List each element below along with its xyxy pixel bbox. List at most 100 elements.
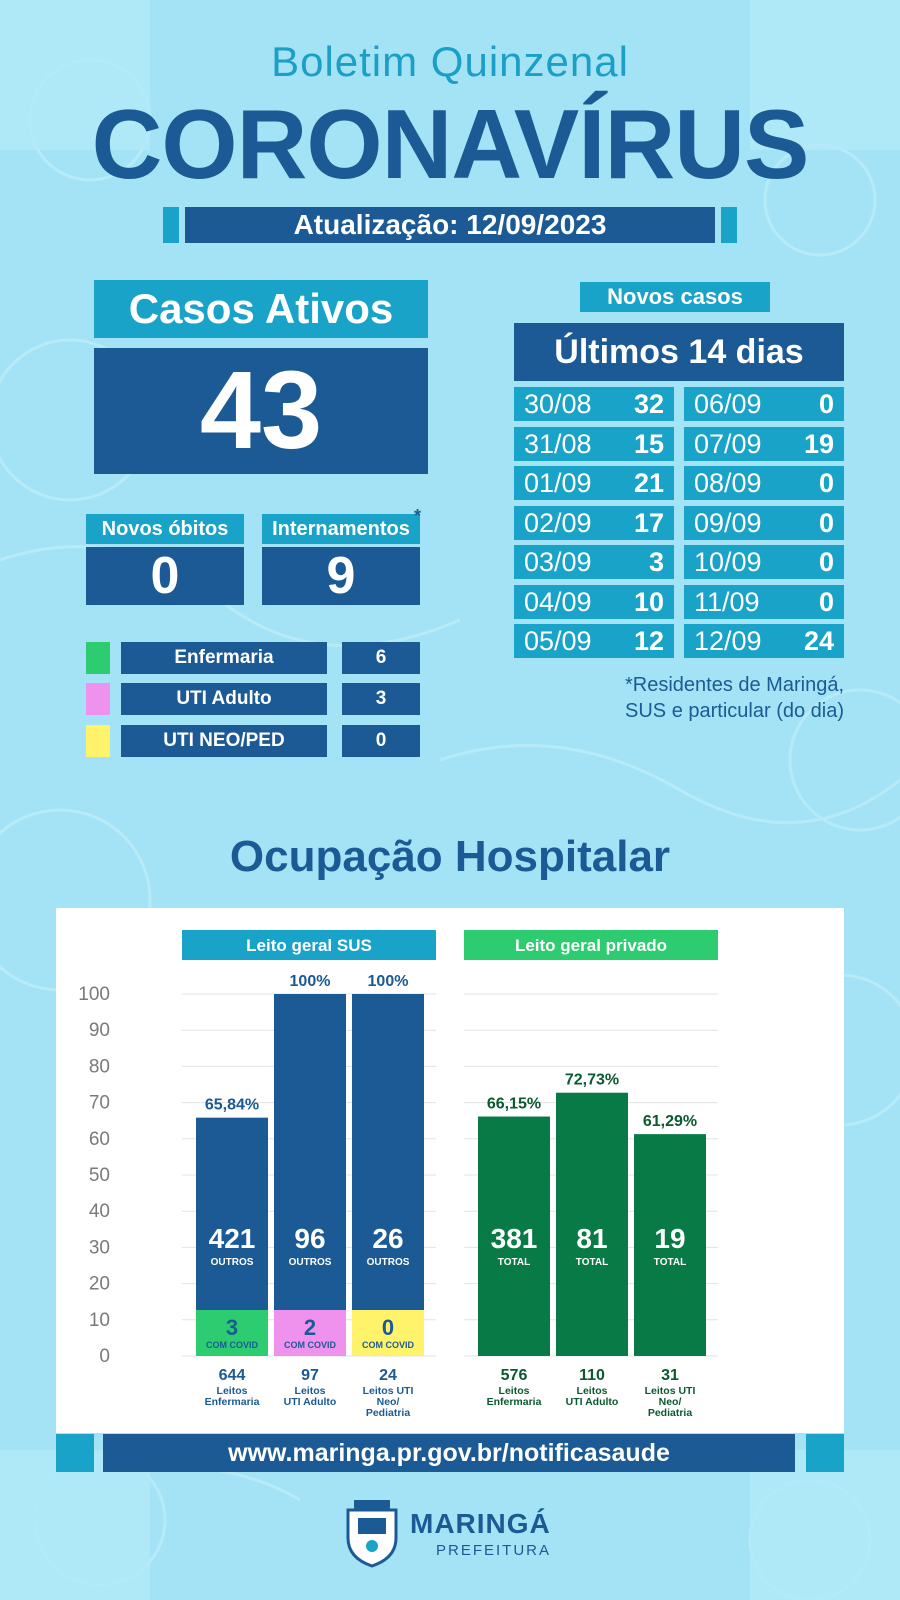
- bar-percent-label: 100%: [290, 973, 331, 990]
- logo-subtitle: PREFEITURA: [436, 1542, 552, 1559]
- bar-total-beds: 576: [501, 1367, 528, 1384]
- bar-main-value: 19: [654, 1223, 685, 1254]
- bar-total-beds: 644: [219, 1367, 246, 1384]
- day-cell: 31/08 15: [514, 426, 674, 461]
- day-date: 10/09: [694, 547, 762, 577]
- bar-total-beds: 110: [579, 1367, 605, 1384]
- y-tick-label: 100: [78, 984, 110, 1005]
- bar-main-sub: TOTAL: [498, 1257, 530, 1268]
- bar-main-sub: TOTAL: [654, 1257, 686, 1268]
- day-date: 09/09: [694, 507, 762, 538]
- bar-main-sub: OUTROS: [211, 1257, 254, 1268]
- bar-category-label: Enfermaria: [205, 1396, 260, 1408]
- bar-main-value: 96: [294, 1223, 325, 1254]
- day-cell: 06/09 0: [684, 387, 844, 421]
- day-cell: 07/09 19: [684, 426, 844, 461]
- bar-category-label: Leitos: [295, 1385, 326, 1397]
- bar-covid-sub: COM COVID: [362, 1340, 415, 1350]
- day-date: 05/09: [524, 626, 592, 656]
- bar-main-value: 81: [576, 1223, 607, 1254]
- bar-main: [352, 994, 424, 1310]
- legend-label-icu-adult: UTI Adulto: [121, 683, 327, 715]
- y-tick-label: 40: [89, 1201, 110, 1222]
- day-cases-value: 19: [803, 428, 834, 459]
- day-date: 06/09: [694, 389, 762, 419]
- city-crest-icon: [346, 1500, 398, 1568]
- day-date: 04/09: [524, 586, 592, 617]
- bar-covid-sub: COM COVID: [284, 1340, 337, 1350]
- bar-percent-label: 100%: [368, 973, 409, 990]
- bar-category-label: Enfermaria: [487, 1396, 542, 1408]
- bar-covid-segment: [274, 1310, 346, 1356]
- banner-accent-left: [163, 207, 179, 243]
- day-cases-value: 0: [818, 586, 834, 617]
- bar-main: [634, 1134, 706, 1356]
- hospitalizations-label: Internamentos: [262, 514, 420, 544]
- day-date: 03/09: [524, 547, 592, 577]
- bar-category-label: Neo/: [659, 1396, 682, 1408]
- hospitalizations-asterisk: *: [414, 506, 422, 526]
- day-cases-value: 32: [633, 389, 664, 419]
- day-cases-value: 0: [818, 507, 834, 538]
- footer-accent-right: [806, 1434, 844, 1472]
- footer-accent-left: [56, 1434, 94, 1472]
- bar-percent-label: 61,29%: [643, 1113, 697, 1130]
- y-tick-label: 50: [89, 1165, 110, 1186]
- day-date: 08/09: [694, 468, 762, 498]
- y-tick-label: 10: [89, 1310, 110, 1331]
- group-header-bg: [182, 930, 436, 960]
- bar-main: [478, 1116, 550, 1356]
- y-tick-label: 20: [89, 1274, 110, 1295]
- day-date: 12/09: [694, 626, 762, 656]
- y-tick-label: 80: [89, 1056, 110, 1077]
- day-cell: 05/09 12: [514, 624, 674, 658]
- bar-total-beds: 31: [661, 1367, 679, 1384]
- bar-main: [556, 1092, 628, 1356]
- bar-category-label: Leitos: [217, 1385, 248, 1397]
- day-cases-value: 3: [648, 547, 664, 577]
- day-cell: 11/09 0: [684, 584, 844, 619]
- logo-name: MARINGÁ: [410, 1508, 551, 1539]
- day-cell: 08/09 0: [684, 466, 844, 500]
- y-tick-label: 90: [89, 1020, 110, 1041]
- bar-covid-value: 3: [226, 1315, 238, 1340]
- bar-category-label: UTI Adulto: [284, 1396, 337, 1408]
- day-cell: 10/09 0: [684, 545, 844, 579]
- group-header-label: Leito geral privado: [515, 936, 667, 955]
- bar-main: [274, 994, 346, 1310]
- day-date: 30/08: [524, 389, 592, 419]
- day-cases-value: 0: [818, 547, 834, 577]
- hospitalizations-value: 9: [262, 547, 420, 605]
- day-date: 07/09: [694, 428, 762, 459]
- legend-label-icu-neo: UTI NEO/PED: [121, 725, 327, 757]
- bar-covid-segment: [196, 1310, 268, 1356]
- bar-category-label: UTI Adulto: [566, 1396, 619, 1408]
- banner-accent-right: [721, 207, 737, 243]
- group-header-bg: [464, 930, 718, 960]
- legend-value-icu-neo: 0: [342, 725, 420, 757]
- y-tick-label: 30: [89, 1237, 110, 1258]
- bar-category-label: Leitos: [577, 1385, 608, 1397]
- y-tick-label: 0: [99, 1346, 110, 1367]
- day-cases-value: 24: [803, 626, 834, 656]
- deaths-label: Novos óbitos: [86, 514, 244, 544]
- day-cases-value: 10: [633, 586, 664, 617]
- bar-category-label: Leitos: [499, 1385, 530, 1397]
- bar-covid-sub: COM COVID: [206, 1340, 259, 1350]
- day-cases-value: 17: [633, 507, 664, 538]
- day-cell: 12/09 24: [684, 624, 844, 658]
- y-tick-label: 70: [89, 1093, 110, 1114]
- bar-main-value: 381: [491, 1223, 538, 1254]
- day-cell: 04/09 10: [514, 584, 674, 619]
- bar-percent-label: 66,15%: [487, 1096, 541, 1113]
- day-date: 01/09: [524, 468, 592, 498]
- day-cases-value: 0: [818, 468, 834, 498]
- update-banner: Atualização: 12/09/2023: [163, 207, 737, 243]
- prefeitura-logo: MARINGÁ PREFEITURA: [340, 1498, 570, 1568]
- bar-category-label: Leitos UTI: [363, 1385, 414, 1397]
- group-header-label: Leito geral SUS: [246, 936, 372, 955]
- footer-url[interactable]: www.maringa.pr.gov.br/notificasaude: [103, 1434, 795, 1472]
- bar-category-label: Neo/: [377, 1396, 400, 1408]
- bulletin-title: CORONAVÍRUS: [91, 89, 810, 199]
